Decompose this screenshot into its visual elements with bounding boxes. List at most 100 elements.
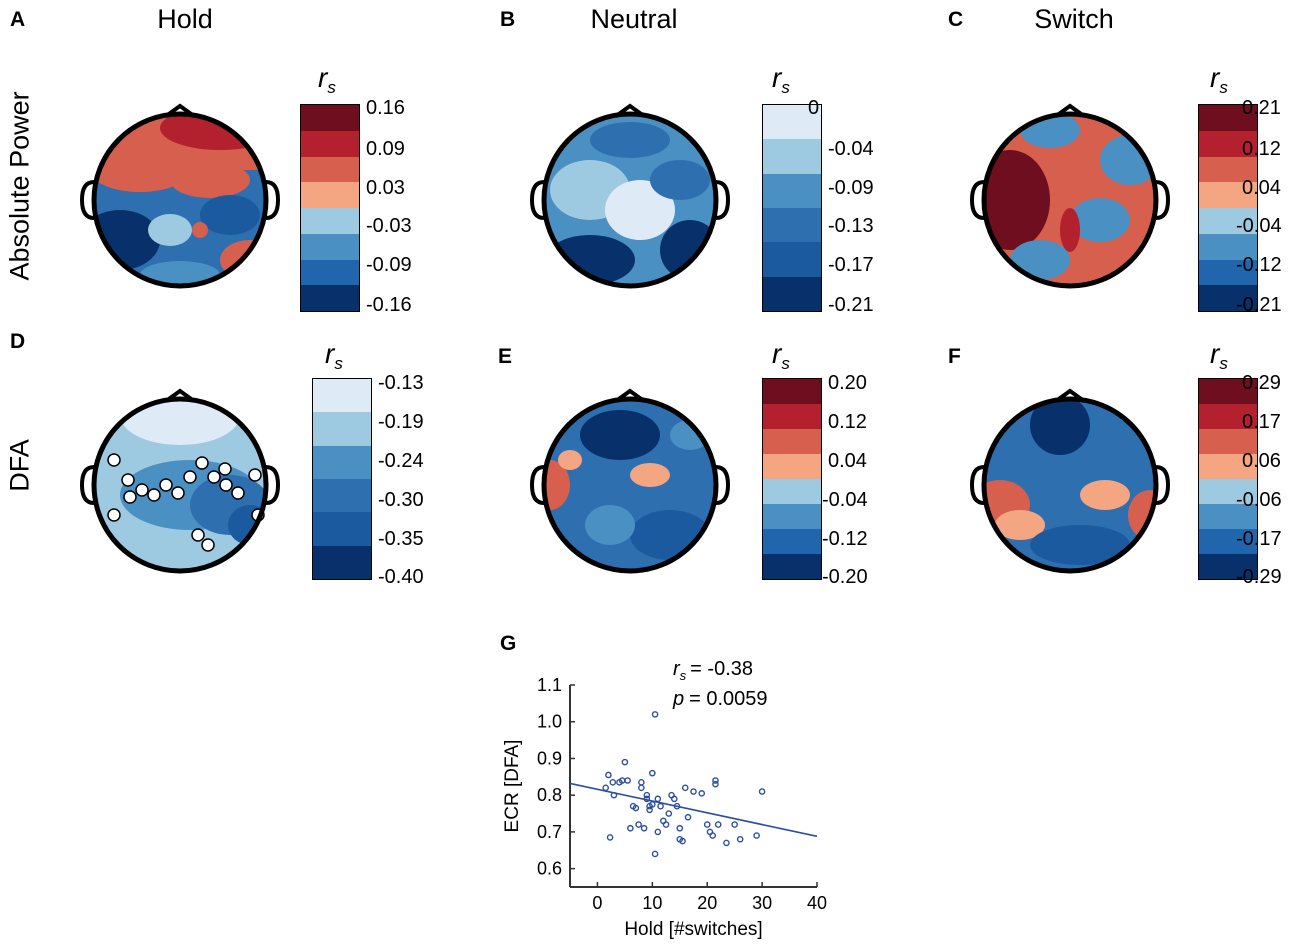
colorbar-label-d: rs: [325, 338, 343, 373]
panel-label-f: F: [948, 345, 961, 368]
data-point: [712, 777, 719, 784]
colorbar-e-tick: 0.12: [828, 411, 867, 433]
scatter-plot-g: 0 10 20 30 40 0.6 0.7 0.8 0.9 1.0 1.1 Hold [#switc…: [502, 658, 827, 940]
colorbar-c-tick: 0.21: [1242, 97, 1281, 119]
y-tick-label: 0.7: [537, 822, 562, 842]
topomap-switch-power: [970, 103, 1170, 289]
x-tick-label: 20: [697, 893, 717, 913]
x-tick-label: 10: [642, 893, 662, 913]
y-tick-label: 0.8: [537, 785, 562, 805]
x-axis-label: Hold [#switches]: [624, 919, 762, 940]
data-point: [681, 784, 689, 792]
data-point: [654, 795, 662, 803]
colorbar-f-tick: -0.17: [1236, 528, 1282, 550]
colorbar-b: [762, 104, 822, 312]
colorbar-a-tick: -0.03: [366, 215, 412, 237]
colorbar-a-tick: 0.03: [366, 177, 405, 199]
panel-label-d: D: [10, 330, 26, 353]
panel-label-a: A: [10, 8, 26, 31]
colorbar-e-tick: -0.20: [822, 566, 868, 588]
row-title-dfa: DFA: [4, 439, 35, 492]
colorbar-d-tick: -0.35: [378, 528, 424, 550]
colorbar-e-tick: -0.12: [822, 528, 868, 550]
data-point: [605, 771, 612, 779]
data-point: [698, 790, 706, 797]
colorbar-f-tick: 0.29: [1242, 372, 1281, 394]
data-point: [736, 835, 744, 843]
regression-line: [569, 782, 818, 838]
colorbar-a-tick: 0.16: [366, 97, 405, 119]
data-point: [638, 779, 645, 786]
colorbar-f-tick: 0.06: [1242, 450, 1281, 472]
p-annotation: p = 0.0059: [672, 688, 768, 710]
data-point: [662, 821, 670, 828]
topomap-hold-dfa: [80, 388, 280, 574]
column-title-switch: Switch: [1034, 4, 1114, 34]
colorbar-a-tick: -0.09: [366, 254, 412, 276]
data-point: [649, 801, 656, 808]
data-point: [621, 758, 629, 766]
colorbar-d-tick: -0.40: [378, 566, 424, 588]
colorbar-d: [312, 378, 372, 580]
colorbar-d-tick: -0.24: [378, 450, 424, 472]
y-tick-label: 1.0: [537, 712, 562, 732]
colorbar-c-tick: 0.12: [1242, 138, 1281, 160]
data-point: [651, 711, 659, 718]
data-point: [640, 824, 648, 832]
topomap-neutral-dfa: [530, 388, 730, 574]
data-point: [684, 813, 692, 821]
colorbar-label-e: rs: [772, 338, 790, 373]
data-point: [649, 769, 656, 777]
data-point: [665, 810, 673, 817]
colorbar-label-a: rs: [318, 62, 336, 97]
colorbar-e-tick: -0.04: [822, 489, 868, 511]
y-axis-label: ECR [DFA]: [502, 740, 523, 833]
x-tick-label: 40: [807, 893, 827, 913]
data-point: [758, 788, 766, 795]
panel-label-g: G: [500, 632, 517, 655]
data-point: [657, 802, 664, 810]
colorbar-f-tick: 0.17: [1242, 411, 1281, 433]
rs-annotation: rs = -0.38: [673, 658, 753, 683]
data-point: [670, 795, 678, 803]
column-title-neutral: Neutral: [590, 4, 678, 34]
colorbar-d-tick: -0.13: [378, 372, 424, 394]
data-point: [627, 824, 634, 832]
data-point: [610, 791, 618, 799]
data-point: [646, 806, 653, 814]
topomap-neutral-power: [530, 103, 730, 289]
colorbar-f-tick: -0.06: [1236, 489, 1282, 511]
colorbar-label-c: rs: [1210, 62, 1228, 97]
colorbar-label-b: rs: [772, 62, 790, 97]
colorbar-a: [300, 104, 360, 312]
colorbar-f: [1198, 378, 1258, 580]
data-point: [712, 780, 719, 788]
y-tick-label: 0.9: [537, 748, 562, 768]
colorbar-d-tick: -0.30: [378, 489, 424, 511]
colorbar-a-tick: -0.16: [366, 294, 412, 316]
data-point: [638, 784, 645, 792]
data-point: [624, 777, 631, 784]
colorbar-c: [1198, 104, 1258, 312]
colorbar-a-tick: 0.09: [366, 138, 405, 160]
topomap-switch-dfa: [970, 388, 1170, 574]
topomap-hold-power: [80, 103, 280, 289]
colorbar-c-tick: -0.12: [1236, 254, 1282, 276]
data-point: [690, 788, 697, 795]
data-point: [609, 779, 617, 786]
column-title-hold: Hold: [157, 4, 213, 34]
data-point: [651, 850, 659, 858]
colorbar-d-tick: -0.19: [378, 411, 424, 433]
panel-label-e: E: [498, 345, 513, 368]
data-point: [606, 834, 614, 841]
y-tick-label: 0.6: [537, 859, 562, 879]
x-tick-label: 30: [752, 893, 772, 913]
colorbar-b-tick: -0.13: [828, 215, 874, 237]
colorbar-e-tick: 0.04: [828, 450, 867, 472]
data-point: [602, 784, 609, 792]
colorbar-b-tick: 0: [808, 97, 820, 119]
row-title-absolute-power: Absolute Power: [4, 91, 35, 281]
colorbar-e: [762, 378, 822, 580]
colorbar-b-tick: -0.17: [828, 254, 874, 276]
colorbar-b-tick: -0.21: [828, 294, 874, 316]
